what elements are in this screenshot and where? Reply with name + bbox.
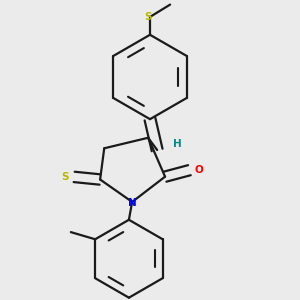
Text: O: O [195,165,203,175]
Text: N: N [128,198,137,208]
Text: S: S [145,12,152,22]
Text: S: S [61,172,69,182]
Text: H: H [173,139,182,149]
